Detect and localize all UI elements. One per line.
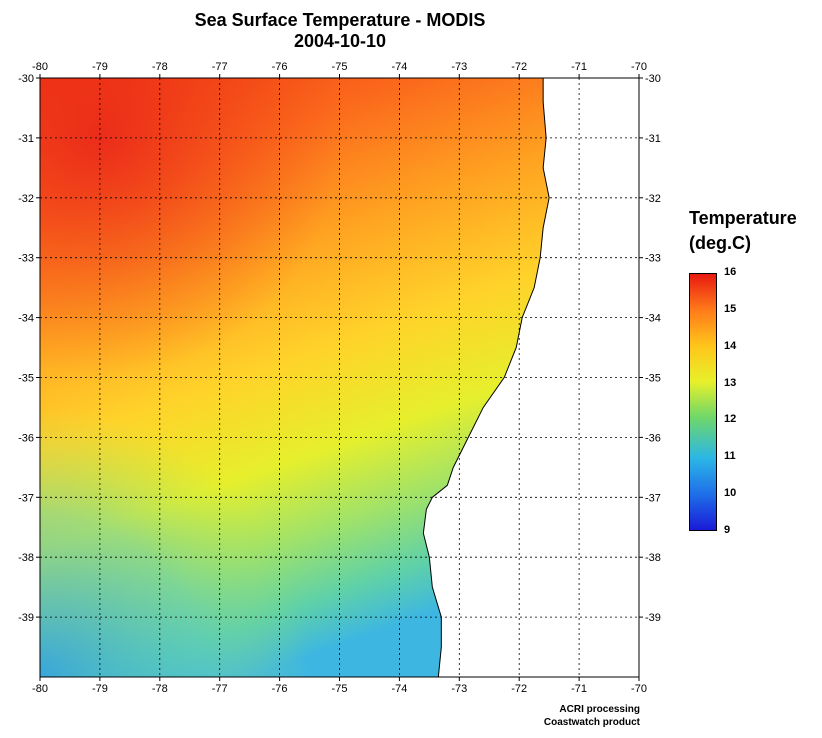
- lat-label-right: -38: [645, 552, 661, 564]
- lat-label-right: -31: [645, 133, 661, 145]
- lon-label-top: -71: [571, 61, 587, 73]
- chart-date: 2004-10-10: [293, 31, 387, 51]
- lat-label-left: -32: [18, 193, 34, 205]
- lon-label-bottom: -70: [631, 683, 647, 695]
- lat-label-left: -30: [18, 73, 34, 85]
- lon-label-top: -77: [212, 61, 228, 73]
- lon-label-bottom: -77: [212, 683, 228, 695]
- colorbar-tick-label: 14: [724, 339, 737, 352]
- lat-label-left: -36: [18, 432, 34, 444]
- colorbar-tick-label: 10: [724, 487, 737, 500]
- lat-label-right: -36: [645, 432, 661, 444]
- lon-label-bottom: -75: [332, 683, 348, 695]
- lon-label-top: -73: [451, 61, 467, 73]
- lat-label-left: -31: [18, 133, 34, 145]
- lat-label-right: -32: [645, 193, 661, 205]
- lon-label-top: -70: [631, 61, 647, 73]
- color-scale-bar: [689, 273, 717, 531]
- lat-label-right: -37: [645, 492, 661, 504]
- lon-label-top: -74: [391, 61, 407, 73]
- lat-label-right: -35: [645, 373, 661, 385]
- colorbar-tick-label: 12: [724, 413, 737, 426]
- legend-units: (deg.C): [689, 233, 751, 253]
- lat-label-right: -30: [645, 73, 661, 85]
- lat-label-right: -33: [645, 253, 661, 265]
- colorbar-tick-label: 9: [724, 524, 731, 536]
- chart-title: Sea Surface Temperature - MODIS: [194, 10, 486, 30]
- lon-label-bottom: -74: [391, 683, 407, 695]
- lon-label-bottom: -76: [272, 683, 288, 695]
- lat-label-left: -37: [18, 492, 34, 504]
- lat-label-left: -38: [18, 552, 34, 564]
- lon-label-top: -79: [92, 61, 108, 73]
- lon-label-bottom: -79: [92, 683, 108, 695]
- lon-label-bottom: -78: [152, 683, 168, 695]
- lat-label-left: -34: [18, 313, 34, 325]
- lon-label-top: -80: [32, 61, 48, 73]
- lon-label-bottom: -72: [511, 683, 527, 695]
- lat-label-left: -33: [18, 253, 34, 265]
- lon-label-bottom: -73: [451, 683, 467, 695]
- colorbar-tick-label: 13: [724, 376, 737, 389]
- colorbar-tick-label: 15: [724, 302, 737, 315]
- legend-title: Temperature: [689, 208, 797, 228]
- colorbar-tick-label: 16: [724, 266, 737, 278]
- lat-label-right: -34: [645, 313, 661, 325]
- lon-label-top: -76: [272, 61, 288, 73]
- lat-label-left: -35: [18, 373, 34, 385]
- lon-label-top: -72: [511, 61, 527, 73]
- processing-credit: ACRI processing: [559, 704, 640, 715]
- lon-label-top: -75: [332, 61, 348, 73]
- product-credit: Coastwatch product: [543, 717, 640, 728]
- lat-label-right: -39: [645, 612, 661, 624]
- lon-label-top: -78: [152, 61, 168, 73]
- lon-label-bottom: -71: [571, 683, 587, 695]
- lon-label-bottom: -80: [32, 683, 48, 695]
- lat-label-left: -39: [18, 612, 34, 624]
- colorbar-tick-label: 11: [724, 450, 736, 463]
